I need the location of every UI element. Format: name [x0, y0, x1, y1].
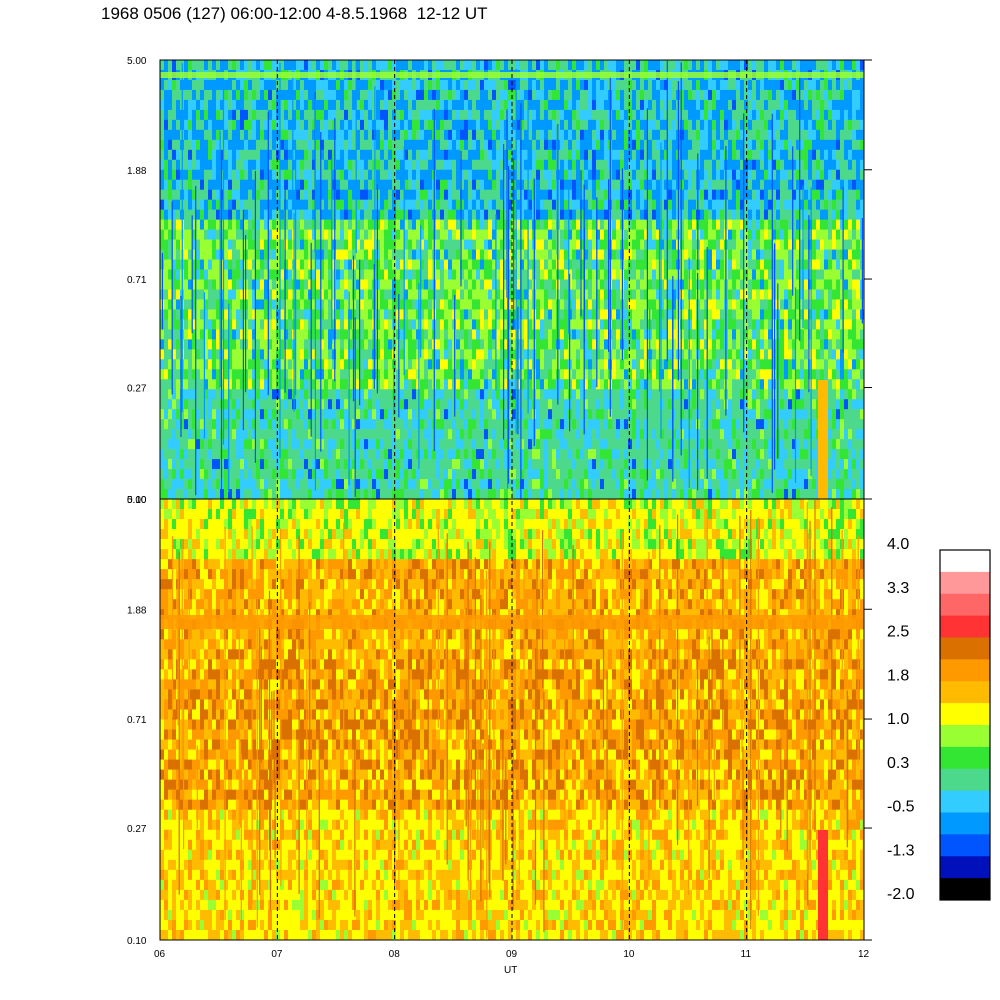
colorbar-label: 1.8 — [887, 667, 909, 684]
x-tick-label: 06 — [154, 949, 166, 960]
colorbar-swatch — [940, 572, 990, 594]
x-tick-label: 12 — [858, 949, 870, 960]
colorbar-swatch — [940, 638, 990, 660]
colorbar-label: 1.0 — [887, 711, 909, 728]
colorbar-label: -1.3 — [887, 842, 915, 859]
colorbar: 4.0 3.3 2.5 1.8 1.0 0.3 -0.5 -1.3 -2.0 — [887, 536, 990, 903]
colorbar-swatch — [940, 594, 990, 616]
x-tick-label: 11 — [741, 949, 752, 960]
colorbar-swatch — [940, 725, 990, 747]
colorbar-swatch — [940, 703, 990, 725]
y-tick-label: 1.88 — [127, 605, 147, 616]
y-tick-label: 0.27 — [127, 384, 147, 395]
x-tick-label: 08 — [389, 949, 401, 960]
colorbar-label: 3.3 — [887, 580, 909, 597]
y-tick-label: 5.00 — [127, 495, 147, 506]
colorbar-swatch — [940, 834, 990, 856]
colorbar-swatch — [940, 856, 990, 878]
y-tick-label: 5.00 — [127, 56, 147, 67]
y-tick-label: 0.27 — [127, 824, 147, 835]
colorbar-swatch — [940, 769, 990, 791]
y-tick-label: 0.71 — [127, 275, 147, 286]
colorbar-label: -2.0 — [887, 886, 915, 903]
x-tick-label: 09 — [506, 949, 518, 960]
x-tick-label: 10 — [623, 949, 635, 960]
x-tick-label: 07 — [271, 949, 283, 960]
colorbar-label: 0.3 — [887, 755, 909, 772]
y-tick-label: 0.10 — [127, 936, 147, 947]
colorbar-swatch — [940, 681, 990, 703]
colorbar-swatch — [940, 659, 990, 681]
colorbar-swatch — [940, 747, 990, 769]
colorbar-swatch — [940, 550, 990, 572]
colorbar-label: -0.5 — [887, 799, 915, 816]
y-tick-label: 1.88 — [127, 166, 147, 177]
colorbar-swatch — [940, 878, 990, 900]
colorbar-label: 4.0 — [887, 536, 909, 553]
colorbar-swatch — [940, 616, 990, 638]
x-axis-label: UT — [504, 965, 517, 976]
colorbar-swatch — [940, 813, 990, 835]
colorbar-label: 2.5 — [887, 624, 909, 641]
colorbar-swatch — [940, 791, 990, 813]
y-tick-label: 0.71 — [127, 715, 147, 726]
